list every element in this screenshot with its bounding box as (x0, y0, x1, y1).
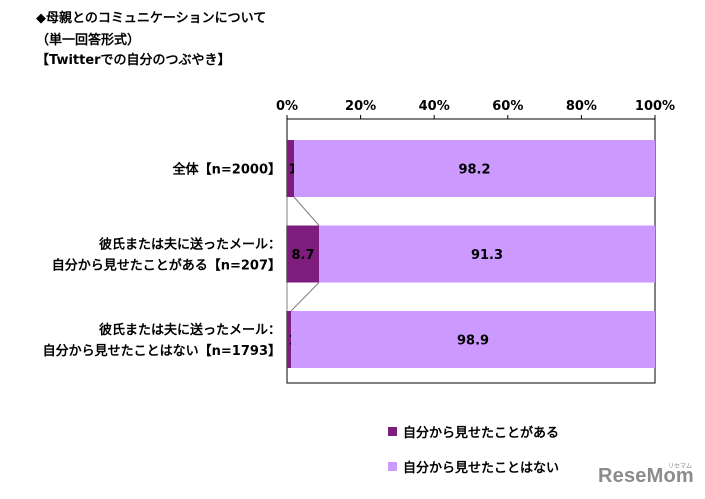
category-label: 全体【n=2000】 (172, 162, 281, 178)
x-tick-label: 40% (419, 99, 450, 114)
category-label: 彼氏または夫に送ったメール： (99, 237, 281, 253)
series-line (293, 196, 320, 226)
x-tick-label: 20% (345, 99, 376, 114)
category-label: 自分から見せたことがある【n=207】 (52, 258, 281, 274)
data-label-not-shown: 98.9 (457, 334, 489, 349)
data-label-not-shown: 98.2 (458, 163, 490, 178)
category-label: 彼氏または夫に送ったメール： (99, 322, 281, 338)
resemom-logo: ReseMom (598, 465, 694, 487)
bar-shown (287, 140, 294, 197)
x-tick-label: 100% (635, 99, 675, 114)
chart-title-line-3: 【Twitterでの自分のつぶやき】 (36, 53, 231, 68)
series-line (290, 282, 320, 312)
legend-item-shown: 自分から見せたことがある (388, 424, 560, 441)
x-tick-label: 60% (492, 99, 523, 114)
logo-kana: リセマム (668, 463, 693, 470)
legend-label-not-shown: 自分から見せたことはない (403, 460, 560, 476)
legend-item-not-shown: 自分から見せたことはない (388, 459, 560, 476)
x-tick-label: 80% (566, 99, 597, 114)
x-tick-label: 0% (276, 99, 298, 114)
bar-not-shown (319, 225, 655, 283)
chart-title-line-1: ◆母親とのコミュニケーションについて (36, 11, 267, 26)
category-label: 自分から見せたことはない【n=1793】 (43, 343, 281, 359)
bar-shown (287, 225, 320, 283)
data-label-shown: 8.7 (291, 248, 314, 263)
data-label-not-shown: 91.3 (471, 248, 503, 263)
bar-not-shown (291, 311, 655, 368)
legend-swatch-shown (388, 426, 397, 436)
bar-not-shown (293, 140, 655, 197)
bar-shown (287, 311, 292, 368)
legend-swatch-not-shown (388, 461, 397, 471)
chart-title-line-2: （単一回答形式） (36, 33, 141, 48)
legend-label-shown: 自分から見せたことがある (403, 425, 560, 441)
